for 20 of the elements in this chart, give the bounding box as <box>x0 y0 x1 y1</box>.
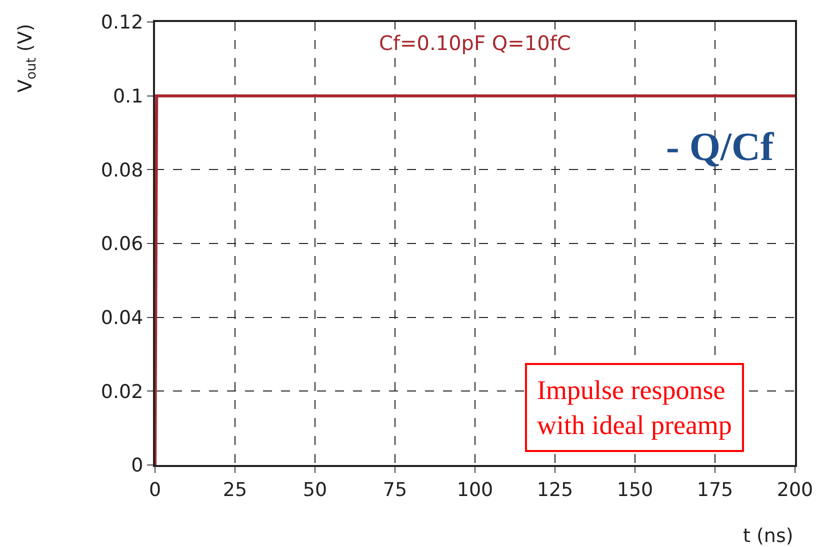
x-tick-label: 100 <box>456 478 494 501</box>
y-tick-label: 0.06 <box>100 233 144 256</box>
x-tick-label: 25 <box>222 478 248 501</box>
y-tick-label: 0.12 <box>100 12 144 34</box>
text: Cf=0.10pF Q=10fC <box>379 31 571 55</box>
y-tick-label: 0.1 <box>112 85 144 108</box>
annotation: - Q/Cf <box>666 124 774 169</box>
x-tick-label: 125 <box>536 478 574 501</box>
y-tick-label: 0 <box>131 454 144 477</box>
x-tick-label: 75 <box>382 478 408 501</box>
x-tick-label: 50 <box>302 478 328 501</box>
x-tick-label: 0 <box>148 478 162 501</box>
x-tick-label: 150 <box>616 478 654 501</box>
y-tick-label: 0.04 <box>100 306 144 329</box>
x-tick-label: 200 <box>776 478 814 501</box>
annotation: Impulse response with ideal preamp <box>537 375 732 440</box>
y-tick-label: 0.08 <box>100 159 144 182</box>
x-tick-label: 175 <box>696 478 734 501</box>
x-axis-title: t (ns) <box>743 525 794 547</box>
y-tick-label: 0.02 <box>100 380 144 403</box>
